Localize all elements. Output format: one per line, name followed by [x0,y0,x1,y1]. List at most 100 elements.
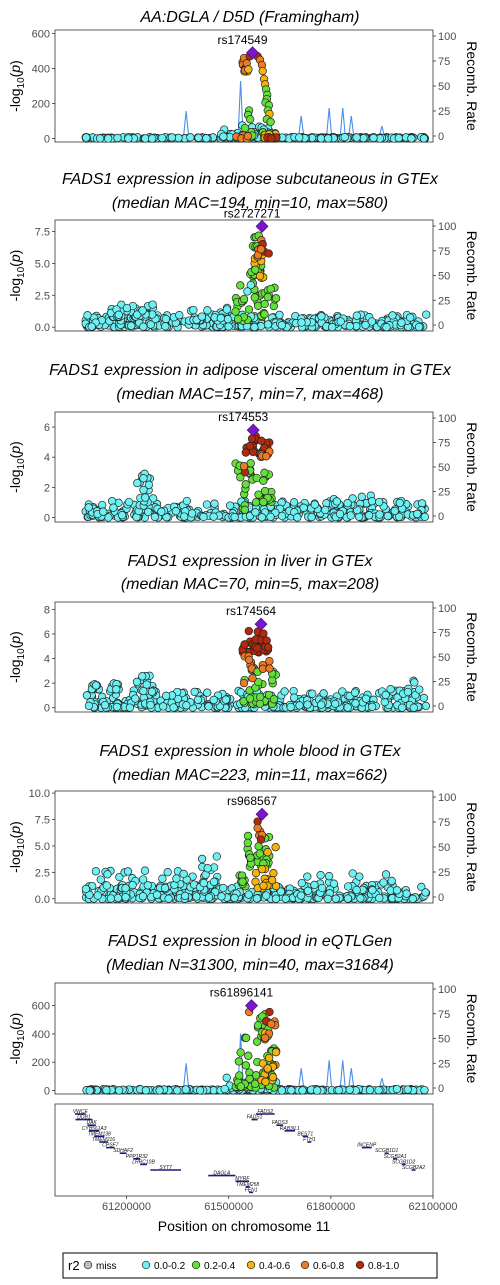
panel-5: FADS1 expression in whole blood in GTEx(… [7,743,480,906]
y2-tick-label: 100 [438,603,456,615]
snp-point [388,877,396,885]
snp-point [236,1072,244,1080]
snp-point [204,865,212,873]
y-tick-label: 0.0 [35,894,50,906]
snp-point [124,868,132,876]
snp-point [410,704,418,712]
snp-point [272,295,280,303]
snp-point [317,701,325,709]
snp-point [298,319,306,327]
snp-point [247,854,255,862]
snp-point [173,875,181,883]
y-axis-label: -log10(p) [7,441,27,493]
snp-point [240,679,248,687]
snp-point [269,1073,277,1081]
snp-point [272,843,280,851]
legend-label: 0.8-1.0 [368,1261,400,1272]
snp-point [92,682,100,690]
lead-snp-label: rs174564 [226,604,276,618]
snp-point [194,696,202,704]
y-tick-label: 0 [44,703,50,715]
snp-point [362,321,370,329]
snp-point [270,696,278,704]
snp-point [325,872,333,880]
snp-point [267,285,275,293]
snp-point [318,313,326,321]
y-axis-label: -log10(p) [7,1013,27,1065]
snp-point [418,500,426,508]
snp-point [262,892,270,900]
snp-point [94,892,102,900]
snp-point [240,462,248,470]
panel-6: FADS1 expression in blood in eQTLGen(Med… [7,933,480,1097]
snp-point [366,1086,374,1094]
snp-point [328,323,336,331]
snp-point [245,66,253,74]
panel-subtitle: (median MAC=70, min=5, max=208) [121,576,379,593]
snp-point [246,116,254,124]
legend-swatch [192,1261,200,1269]
snp-point [125,135,133,143]
snp-point [110,504,118,512]
snp-point [246,695,254,703]
legend-swatch [247,1261,255,1269]
snp-point [258,865,266,873]
snp-point [349,870,357,878]
snp-point [368,497,376,505]
y-tick-label: 200 [32,1057,50,1069]
snp-point [205,894,213,902]
snp-point [395,134,403,142]
y-tick-label: 5.0 [35,841,50,853]
snp-point [257,836,265,844]
snp-point [203,135,211,143]
snp-point [299,1087,307,1095]
snp-point [260,630,268,638]
snp-point [376,894,384,902]
snp-point [380,879,388,887]
snp-point [213,853,221,861]
snp-point [251,323,259,331]
snp-point [308,513,316,521]
y2-tick-label: 0 [438,892,444,904]
snp-point [118,511,126,519]
snp-point [331,700,339,708]
y-tick-label: 0 [44,512,50,524]
y-tick-label: 2 [44,678,50,690]
snp-point [92,868,100,876]
snp-point [220,133,228,141]
snp-point [211,500,219,508]
snp-point [251,266,259,274]
panel-subtitle: (Median N=31300, min=40, max=31684) [106,957,394,974]
snp-point [311,881,319,889]
snp-point [254,1022,262,1030]
y2-tick-label: 25 [438,295,450,307]
snp-point [353,312,361,320]
snp-point [205,703,213,711]
y-axis-label: -log10(p) [7,60,27,112]
snp-point [113,703,121,711]
snp-point [217,314,225,322]
snp-point [272,895,280,903]
snp-point [408,135,416,143]
snp-point [107,895,115,903]
snp-point [122,884,130,892]
snp-point [290,499,298,507]
snp-point [141,494,149,502]
x-axis-label: Position on chromosome 11 [158,1218,331,1234]
snp-point [406,314,414,322]
snp-point [272,1048,280,1056]
snp-point [256,850,264,858]
snp-point [142,135,150,143]
y-tick-label: 10.0 [29,788,50,800]
y-tick-label: 2.5 [35,290,50,302]
snp-point [297,892,305,900]
snp-point [210,878,218,886]
snp-point [335,1086,343,1094]
snp-point [104,135,112,143]
gene-label: DAGLA [213,1171,231,1177]
lead-snp-label: rs174553 [218,410,268,424]
snp-point [96,135,104,143]
y-tick-label: 0.0 [35,322,50,334]
snp-point [242,449,250,457]
snp-point [139,893,147,901]
